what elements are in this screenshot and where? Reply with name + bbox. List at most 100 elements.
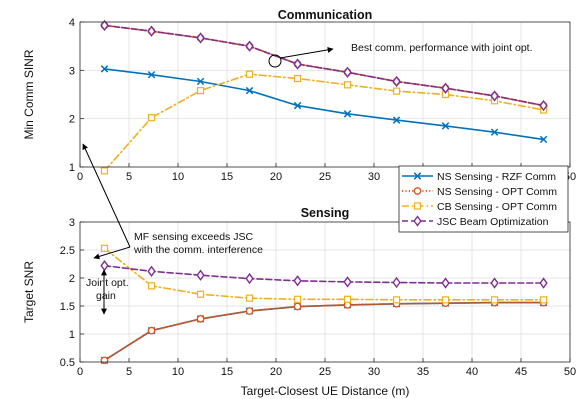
sensing-series-jsc: [100, 259, 548, 289]
sensing-point-ns_opt: [147, 326, 156, 335]
communication-panel: 051015202530354045501234 Communication M…: [22, 8, 576, 183]
comm-line-cb_opt: [103, 73, 545, 172]
legend-entry-cb_opt: CB Sensing - OPT Comm: [402, 201, 557, 213]
legend-entry-ns_rzf: NS Sensing - RZF Comm: [402, 171, 556, 183]
sensing-x-tick-label: 5: [126, 366, 132, 378]
sensing-x-tick-label: 10: [172, 366, 184, 378]
sensing-point-cb_opt: [147, 282, 156, 290]
legend-entry-ns_opt: NS Sensing - OPT Comm: [402, 186, 557, 198]
sensing-y-tick-label: 2.5: [60, 245, 75, 257]
comm-point-ns_rzf: [343, 110, 352, 118]
comm-x-tick-label: 5: [126, 171, 132, 183]
comm-x-tick-label: 10: [172, 171, 184, 183]
comm-point-ns_rzf: [490, 128, 499, 136]
comm-point-cb_opt: [245, 70, 254, 78]
sensing-point-ns_opt: [245, 307, 254, 315]
sensing-y-tick-label: 2: [69, 273, 75, 285]
comm-point-cb_opt: [147, 114, 156, 122]
comm-point-ns_rzf: [539, 135, 548, 144]
annotations: Best comm. performance with joint opt. M…: [82, 42, 533, 315]
legend-entries: NS Sensing - RZF Comm NS Sensing - OPT Co…: [402, 171, 557, 228]
comm-point-jsc: [441, 82, 450, 94]
comm-point-ns_rzf: [100, 65, 109, 73]
sensing-point-cb_opt: [539, 296, 548, 304]
comm-series: [100, 19, 548, 175]
legend-marker-cb_opt: [413, 202, 422, 210]
sensing-x-tick-label: 40: [466, 366, 478, 378]
sensing-y-tick-label: 3: [69, 217, 75, 229]
sensing-point-jsc: [293, 275, 302, 287]
comm-point-jsc: [392, 75, 401, 88]
comm-line-jsc: [103, 24, 545, 107]
comm-point-cb_opt: [343, 81, 352, 89]
legend-box: [398, 165, 569, 233]
sensing-point-cb_opt: [293, 295, 302, 303]
comm-point-jsc: [293, 58, 302, 70]
sensing-point-jsc: [245, 272, 254, 285]
mf-annotation-line1: MF sensing exceeds JSC: [134, 231, 253, 243]
comm-y-tick-label: 2: [69, 114, 75, 126]
sensing-x-tick-label: 50: [564, 366, 576, 378]
sensing-point-jsc: [147, 265, 156, 277]
legend-label-cb_opt: CB Sensing - OPT Comm: [437, 201, 557, 213]
legend: NS Sensing - RZF Comm NS Sensing - OPT Co…: [398, 165, 569, 233]
comm-point-ns_rzf: [245, 86, 254, 95]
comm-line-ns_rzf: [103, 68, 545, 141]
comm-point-ns_rzf: [147, 70, 156, 79]
comm-x-tick-label: 30: [368, 171, 380, 183]
comm-point-jsc: [245, 40, 254, 52]
sensing-line-cb_opt: [103, 247, 545, 301]
comm-point-ns_rzf: [293, 101, 302, 110]
comm-x-tick-label: 20: [270, 171, 282, 183]
legend-marker-ns_opt: [413, 187, 422, 195]
comm-x-tick-label: 25: [319, 171, 331, 183]
comm-y-tick-label: 4: [69, 17, 75, 29]
comm-point-cb_opt: [196, 87, 205, 95]
sensing-panel: 0 5 10 15 20 25 30 35 40 45 50 0.5 1 1.5 2 2.5 3 Sensing…: [22, 206, 576, 398]
comm-y-axis-label: Min Comm SINR: [22, 49, 36, 139]
legend-label-ns_opt: NS Sensing - OPT Comm: [437, 186, 557, 198]
comm-point-jsc: [539, 99, 548, 112]
sensing-line-ns_opt: [103, 301, 545, 362]
best-comm-annotation: Best comm. performance with joint opt.: [351, 42, 533, 54]
comm-point-jsc: [343, 66, 352, 78]
comm-point-jsc: [100, 19, 109, 32]
sensing-point-cb_opt: [441, 296, 450, 304]
comm-point-ns_rzf: [392, 116, 401, 124]
comm-point-jsc: [196, 32, 205, 44]
comm-series-jsc: [100, 19, 548, 112]
sensing-point-cb_opt: [343, 295, 352, 303]
sensing-y-axis-label: Target SNR: [22, 261, 36, 323]
sensing-point-jsc: [343, 276, 352, 288]
sensing-y-tick-label: 1: [69, 329, 75, 341]
sensing-x-tick-label: 20: [270, 366, 282, 378]
sensing-point-ns_opt: [293, 302, 302, 311]
joint-gain-label-line2: gain: [96, 290, 116, 302]
legend-label-jsc: JSC Beam Optimization: [437, 216, 549, 228]
sensing-line-jsc: [103, 264, 545, 284]
comm-x-tick-label: 0: [77, 171, 83, 183]
legend-label-ns_rzf: NS Sensing - RZF Comm: [437, 171, 556, 183]
sensing-x-tick-label: 0: [77, 366, 83, 378]
sensing-point-jsc: [441, 277, 450, 289]
comm-grid: [80, 22, 570, 167]
sensing-point-cb_opt: [196, 290, 205, 298]
comm-point-jsc: [147, 25, 156, 37]
sensing-point-cb_opt: [245, 294, 254, 302]
comm-point-ns_rzf: [196, 77, 205, 86]
sensing-point-ns_opt: [100, 356, 109, 365]
sensing-x-tick-label: 35: [417, 366, 429, 378]
comm-point-jsc: [490, 90, 499, 102]
sensing-point-cb_opt: [490, 296, 499, 304]
comm-y-tick-label: 3: [69, 65, 75, 77]
sensing-x-tick-label: 30: [368, 366, 380, 378]
sensing-grid: [80, 222, 570, 362]
sensing-point-jsc: [539, 277, 548, 289]
x-axis-label: Target-Closest UE Distance (m): [241, 384, 410, 398]
sensing-series-cb_opt: [100, 244, 548, 304]
comm-series-ns_rzf: [100, 65, 548, 144]
comm-point-cb_opt: [293, 74, 302, 83]
best-comm-arrow: [279, 46, 334, 59]
sensing-point-jsc: [490, 277, 499, 289]
